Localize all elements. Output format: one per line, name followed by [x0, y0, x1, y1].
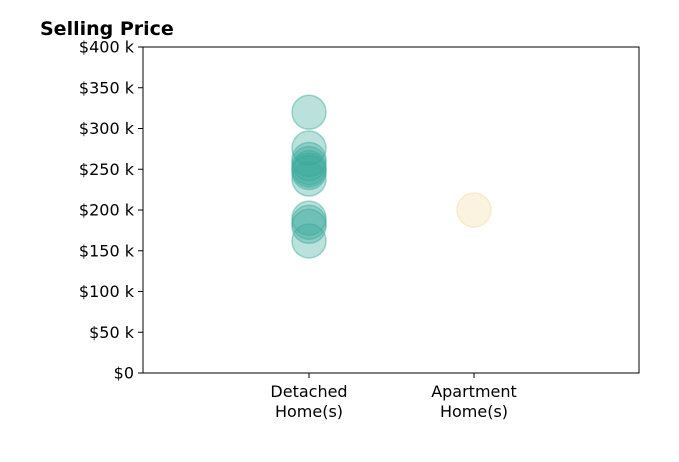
y-tick-label: $200 k [79, 201, 135, 220]
data-point [291, 204, 327, 240]
data-point [291, 200, 327, 236]
data-point [291, 145, 327, 182]
y-tick-label: $400 k [79, 38, 135, 57]
y-tick-label: $100 k [79, 282, 135, 301]
data-point [456, 192, 492, 228]
y-tick-label: $350 k [79, 78, 135, 97]
chart-title: Selling Price [40, 18, 174, 40]
data-points [291, 94, 492, 259]
x-tick-label: Home(s) [275, 402, 343, 421]
plot-frame [142, 46, 640, 374]
y-tick-label: $50 k [89, 323, 135, 342]
x-tick-label: Detached [270, 382, 347, 401]
data-point [291, 94, 327, 130]
y-tick-label: $300 k [79, 119, 135, 138]
data-point [291, 208, 327, 245]
data-point [291, 149, 327, 186]
y-tick-label: $150 k [79, 241, 135, 260]
x-tick-label: Home(s) [440, 402, 508, 421]
data-point [291, 130, 327, 166]
data-point [291, 161, 327, 197]
x-tick-label: Apartment [431, 382, 517, 401]
y-axis: $0 $50 k $100 k $150 k $200 k $250 k $300 k $35… [79, 38, 143, 383]
data-point [291, 152, 327, 188]
y-tick-label: $0 [114, 364, 134, 383]
data-point [291, 154, 327, 191]
y-tick-label: $250 k [79, 160, 135, 179]
data-point [291, 141, 327, 178]
data-point [291, 223, 327, 259]
